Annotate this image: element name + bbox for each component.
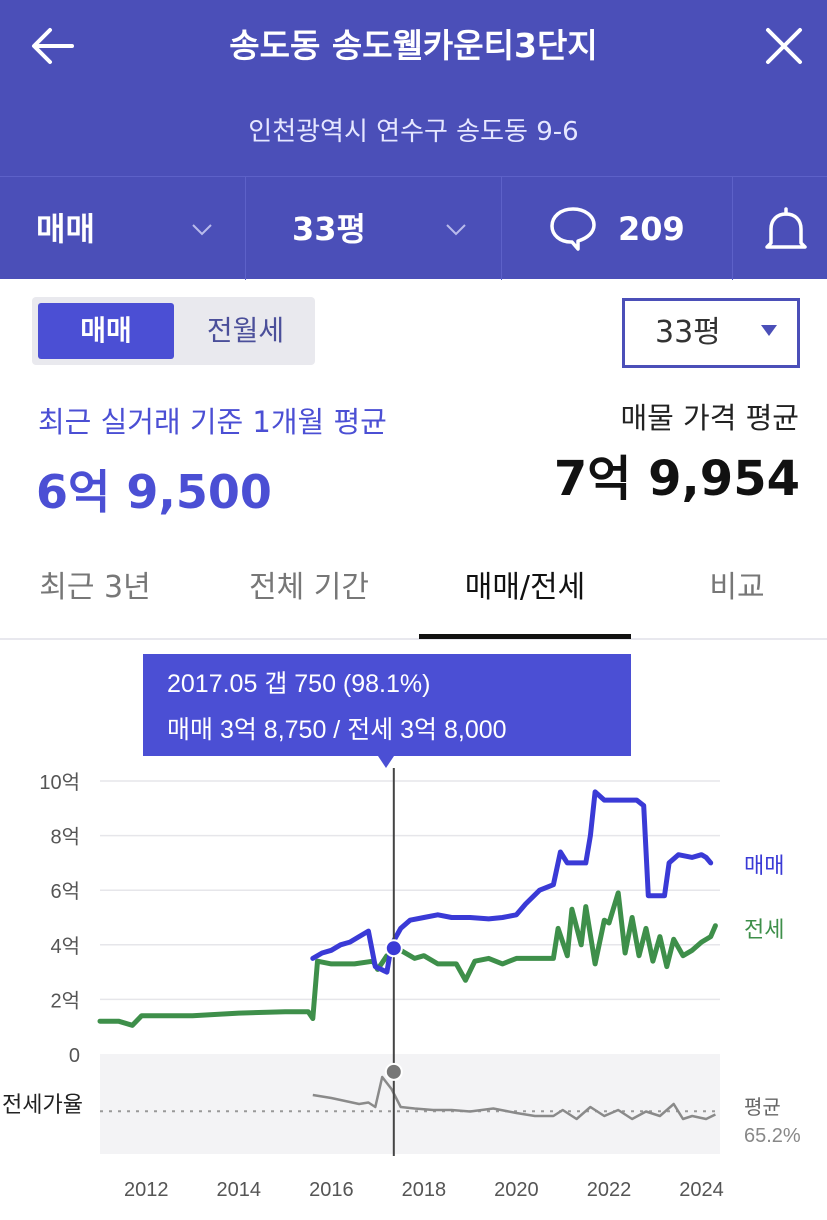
ratio-band [100, 1054, 720, 1154]
hover-ratio-point [384, 1062, 403, 1081]
arrow-left-icon [32, 28, 74, 64]
listing-avg-price: 7억 9,954 [553, 451, 800, 507]
tooltip-line-2: 매매 3억 8,750 / 전세 3억 8,000 [167, 716, 507, 744]
x-tick-label: 2016 [309, 1179, 354, 1201]
comments-button[interactable]: 209 [502, 177, 733, 280]
bell-icon [765, 207, 807, 249]
tab-recent-3y[interactable]: 최근 3년 [39, 570, 151, 605]
recent-avg-price: 6억 9,500 [36, 465, 272, 519]
x-tick-label: 2018 [402, 1179, 447, 1201]
recent-avg-label: 최근 실거래 기준 1개월 평균 [38, 405, 387, 439]
caret-down-icon [761, 325, 777, 336]
jeonse-series-line [97, 890, 718, 1028]
size-select[interactable]: 33평 [622, 298, 800, 368]
tooltip-pointer [378, 756, 394, 768]
chevron-down-icon [446, 224, 466, 236]
period-tabs: 최근 3년 전체 기간 매매/전세 비교 [0, 550, 827, 640]
listing-avg-label: 매물 가격 평균 [620, 401, 799, 435]
app-header: 송도동 송도웰카운티3단지 인천광역시 연수구 송도동 9-6 [0, 0, 827, 176]
size-label: 33평 [292, 210, 366, 248]
hover-sale-point [384, 939, 403, 958]
y-tick-label: 6억 [50, 880, 80, 903]
ratio-avg-value: 65.2% [744, 1125, 801, 1147]
y-tick-label: 2억 [50, 989, 80, 1012]
ratio-series-line [312, 1075, 716, 1121]
y-tick-label: 10억 [39, 771, 80, 794]
trade-type-label: 매매 [36, 210, 95, 248]
filter-toolbar: 매매 33평 209 [0, 176, 827, 280]
x-tick-label: 2014 [217, 1179, 262, 1201]
chevron-down-icon [192, 224, 212, 236]
x-tick-label: 2024 [679, 1179, 724, 1201]
y-tick-label: 4억 [50, 935, 80, 958]
close-button[interactable] [760, 22, 808, 70]
price-chart[interactable]: 10억 8억 6억 4억 2억 0 2012 2014 2016 2018 2020 2022 202… [0, 644, 827, 1214]
tab-all-period[interactable]: 전체 기간 [249, 570, 369, 605]
chart-tooltip: 2017.05 갭 750 (98.1%) 매매 3억 8,750 / 전세 3… [143, 654, 631, 768]
y-tick-label: 8억 [50, 826, 80, 849]
y-tick-label: 0 [69, 1045, 80, 1067]
trade-segment-control: 매매 전월세 [32, 297, 315, 365]
alert-button[interactable] [733, 177, 827, 280]
x-tick-label: 2020 [494, 1179, 539, 1201]
segment-rent[interactable]: 전월세 [206, 314, 285, 347]
close-icon [766, 28, 802, 64]
tooltip-box [143, 654, 631, 756]
page-title: 송도동 송도웰카운티3단지 [229, 26, 598, 65]
legend-jeonse: 전세 [744, 917, 784, 942]
size-dropdown[interactable]: 33평 [246, 177, 502, 280]
ratio-avg-label: 평균 [744, 1096, 781, 1119]
x-tick-label: 2012 [124, 1179, 169, 1201]
chart-grid [100, 780, 720, 1001]
segment-sale[interactable]: 매매 [38, 303, 174, 359]
tab-compare[interactable]: 비교 [709, 570, 765, 605]
back-button[interactable] [28, 22, 80, 70]
sale-series-line [310, 789, 714, 975]
tooltip-line-1: 2017.05 갭 750 (98.1%) [167, 670, 430, 698]
x-axis-ticks: 2012 2014 2016 2018 2020 2022 2024 [124, 1179, 724, 1201]
x-tick-label: 2022 [587, 1179, 632, 1201]
speech-bubble-icon [550, 207, 596, 251]
ratio-label: 전세가율 [2, 1092, 83, 1117]
address-text: 인천광역시 연수구 송도동 9-6 [248, 117, 579, 147]
comment-count: 209 [618, 210, 685, 248]
y-axis-ticks: 10억 8억 6억 4억 2억 0 [39, 771, 80, 1067]
tab-active-indicator [419, 634, 631, 639]
tab-sale-jeonse[interactable]: 매매/전세 [464, 570, 586, 605]
size-select-value: 33평 [655, 315, 721, 350]
trade-type-dropdown[interactable]: 매매 [0, 177, 246, 280]
legend-sale: 매매 [744, 853, 784, 878]
